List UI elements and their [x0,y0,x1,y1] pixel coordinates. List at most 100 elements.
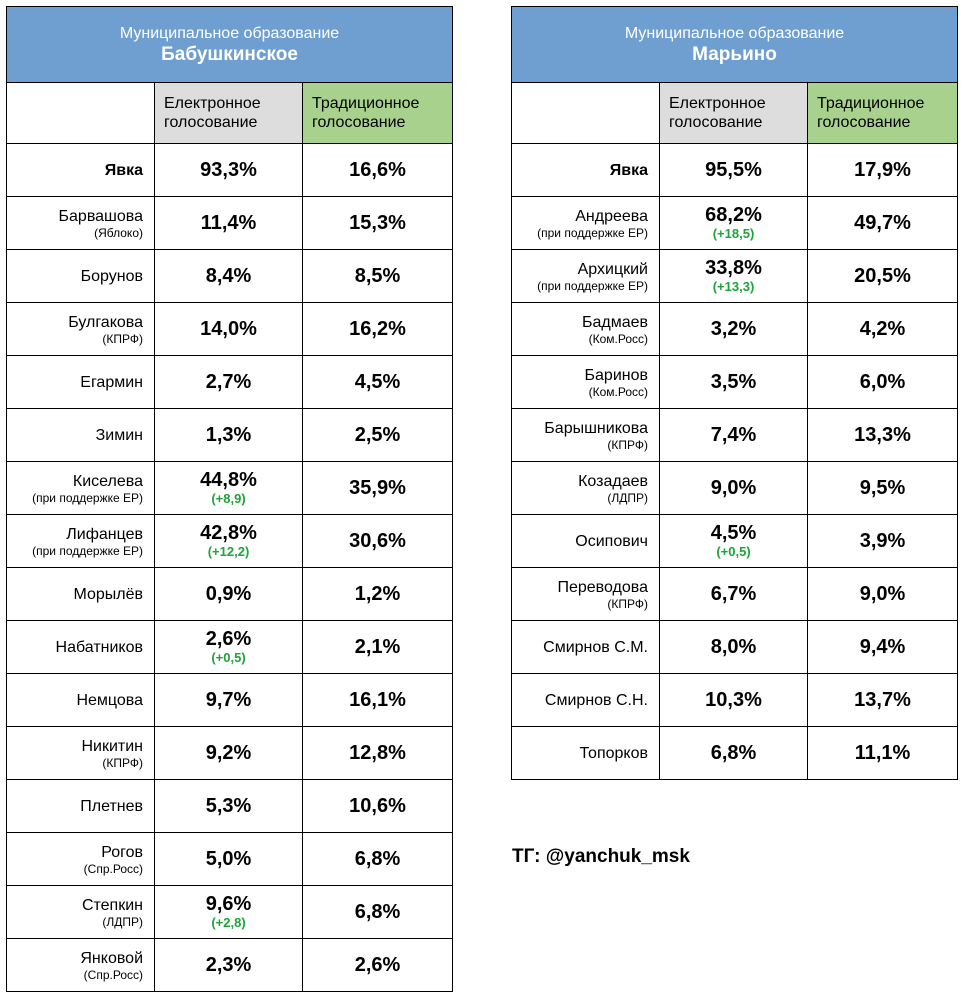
traditional-value: 9,4% [859,636,906,658]
header-electronic: Електронное голосование [659,82,808,144]
candidate-row: Барышникова (КПРФ) 7,4% 13,3% [511,408,959,462]
traditional-cell: 8,5% [301,249,454,303]
traditional-cell: 3,9% [806,514,959,568]
candidate-name: Смирнов С.Н. [544,691,648,709]
candidate-cell: Смирнов С.Н. [511,673,660,727]
candidate-note: (Ком.Росс) [588,331,648,346]
electronic-value: 10,3% [705,689,762,711]
results-table-marino: Муниципальное образование Марьино Електрон… [510,6,959,780]
electronic-value: 7,4% [710,424,757,446]
electronic-value: 68,2% [705,204,762,226]
electronic-cell: 2,6% (+0,5) [154,620,303,674]
candidate-cell: Набатников [6,620,155,674]
traditional-cell: 9,5% [806,461,959,515]
electronic-delta: (+18,5) [712,226,755,241]
electronic-cell: 4,5% (+0,5) [659,514,808,568]
electronic-cell: 1,3% [154,408,303,462]
candidate-cell: Осипович [511,514,660,568]
telegram-handle: ТГ: @yanchuk_msk [512,846,690,867]
header-blank-cell [511,82,660,144]
candidate-name: Янковой [80,949,143,967]
electronic-value: 93,3% [200,159,257,181]
electronic-delta: (+0,5) [211,650,246,665]
traditional-cell: 17,9% [806,143,959,197]
candidate-row: Никитин (КПРФ) 9,2% 12,8% [6,726,454,780]
header-electronic: Електронное голосование [154,82,303,144]
candidate-row: Степкин (ЛДПР) 9,6% (+2,8) 6,8% [6,885,454,939]
electronic-cell: 44,8% (+8,9) [154,461,303,515]
traditional-cell: 10,6% [301,779,454,833]
candidate-cell: Явка [511,143,660,197]
candidate-note: (Спр.Росс) [83,967,143,982]
candidate-row: Егармин 2,7% 4,5% [6,355,454,409]
electronic-cell: 5,3% [154,779,303,833]
candidate-cell: Рогов (Спр.Росс) [6,832,155,886]
traditional-value: 6,8% [354,848,401,870]
table-title-cell: Муниципальное образование Бабушкинское [5,6,454,83]
traditional-value: 9,5% [859,477,906,499]
candidate-name: Бадмаев [581,313,648,331]
traditional-cell: 35,9% [301,461,454,515]
turnout-row: Явка 95,5% 17,9% [511,143,959,197]
candidate-row: Архицкий (при поддержке ЕР) 33,8% (+13,3) 20… [511,249,959,303]
electronic-value: 8,0% [710,636,757,658]
electronic-cell: 2,3% [154,938,303,992]
electronic-cell: 3,2% [659,302,808,356]
table-subtitle: Муниципальное образование [624,24,845,42]
electronic-cell: 8,0% [659,620,808,674]
candidate-cell: Морылёв [6,567,155,621]
electronic-cell: 9,7% [154,673,303,727]
table-subtitle: Муниципальное образование [119,24,340,42]
candidate-note: (при поддержке ЕР) [32,543,143,558]
table-title: Бабушкинское [161,43,298,65]
traditional-cell: 6,0% [806,355,959,409]
candidate-name: Никитин [81,737,143,755]
electronic-value: 95,5% [705,159,762,181]
traditional-value: 4,5% [354,371,401,393]
candidate-cell: Смирнов С.М. [511,620,660,674]
traditional-cell: 20,5% [806,249,959,303]
electronic-cell: 6,8% [659,726,808,780]
electronic-delta: (+8,9) [211,491,246,506]
traditional-cell: 16,6% [301,143,454,197]
traditional-value: 2,5% [354,424,401,446]
candidate-row: Андреева (при поддержке ЕР) 68,2% (+18,5) 49… [511,196,959,250]
column-header-row: Електронное голосование Традиционное голо… [6,82,454,144]
traditional-value: 13,3% [854,424,911,446]
candidate-name: Рогов [101,843,143,861]
candidate-row: Янковой (Спр.Росс) 2,3% 2,6% [6,938,454,992]
traditional-cell: 9,0% [806,567,959,621]
candidate-name: Степкин [81,896,143,914]
header-traditional: Традиционное голосование [301,82,454,144]
candidate-name: Топорков [579,744,648,762]
candidate-note: (при поддержке ЕР) [537,225,648,240]
candidate-name: Булгакова [68,313,143,331]
electronic-cell: 10,3% [659,673,808,727]
electronic-cell: 3,5% [659,355,808,409]
electronic-value: 2,7% [205,371,252,393]
turnout-row: Явка 93,3% 16,6% [6,143,454,197]
traditional-cell: 4,5% [301,355,454,409]
candidate-cell: Янковой (Спр.Росс) [6,938,155,992]
candidate-cell: Архицкий (при поддержке ЕР) [511,249,660,303]
traditional-cell: 16,1% [301,673,454,727]
candidate-name: Явка [104,161,143,179]
candidate-name: Зимин [95,426,143,444]
candidate-name: Козадаев [578,472,648,490]
candidate-cell: Козадаев (ЛДПР) [511,461,660,515]
candidate-cell: Немцова [6,673,155,727]
candidate-cell: Плетнев [6,779,155,833]
traditional-value: 1,2% [354,583,401,605]
traditional-value: 20,5% [854,265,911,287]
candidate-cell: Баринов (Ком.Росс) [511,355,660,409]
traditional-cell: 49,7% [806,196,959,250]
table-title: Марьино [692,43,777,65]
table-title-row: Муниципальное образование Марьино [510,6,959,83]
electronic-cell: 11,4% [154,196,303,250]
candidate-row: Смирнов С.Н. 10,3% 13,7% [511,673,959,727]
candidate-row: Плетнев 5,3% 10,6% [6,779,454,833]
candidate-cell: Степкин (ЛДПР) [6,885,155,939]
electronic-cell: 68,2% (+18,5) [659,196,808,250]
candidate-cell: Топорков [511,726,660,780]
candidate-name: Смирнов С.М. [543,638,648,656]
